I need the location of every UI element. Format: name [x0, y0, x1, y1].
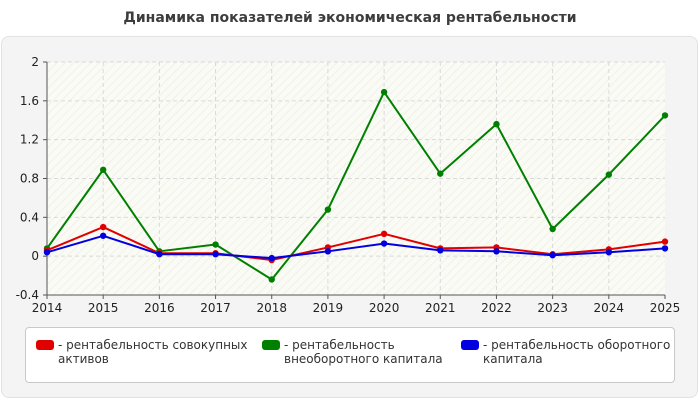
- legend-swatch-red: [36, 340, 54, 350]
- data-point-1: [212, 241, 219, 248]
- data-point-2: [493, 248, 500, 255]
- series-lines: [43, 88, 669, 283]
- legend-swatch-blue: [461, 340, 479, 350]
- data-point-2: [268, 254, 275, 262]
- legend-label-line: активов: [58, 352, 109, 366]
- legend-item-total-assets: - рентабельность совокупных активов: [36, 338, 248, 366]
- data-point-1: [605, 171, 613, 178]
- chart-title: Динамика показателей экономическая рента…: [123, 10, 577, 26]
- legend-label-line: - рентабельность совокупных: [58, 338, 248, 352]
- y-tick-label: 0.8: [20, 172, 39, 186]
- x-tick-label: 2014: [32, 301, 63, 315]
- data-point-1: [493, 120, 500, 128]
- data-point-2: [437, 247, 444, 254]
- legend: - рентабельность совокупных активов - ре…: [25, 327, 675, 383]
- series-line-0: [46, 226, 666, 262]
- x-tick-label: 2024: [594, 301, 625, 315]
- data-point-2: [99, 232, 107, 239]
- data-point-1: [268, 276, 275, 283]
- y-tick-label: 1.2: [20, 133, 39, 147]
- data-point-2: [43, 249, 51, 256]
- legend-label-line: - рентабельность оборотного: [483, 338, 671, 352]
- data-point-0: [661, 238, 669, 245]
- data-point-1: [661, 112, 669, 119]
- data-point-1: [99, 166, 107, 173]
- legend-label-line: капитала: [483, 352, 543, 366]
- legend-item-non-current-capital: - рентабельность внеоборотного капитала: [262, 338, 443, 366]
- data-point-1: [437, 170, 444, 177]
- series-line-2: [46, 234, 666, 260]
- grid-lines: [47, 61, 665, 295]
- data-point-1: [324, 206, 332, 213]
- series-line-1: [46, 91, 666, 281]
- x-tick-label: 2021: [425, 301, 456, 315]
- y-tick-label: 1.6: [20, 94, 39, 108]
- data-point-1: [549, 225, 556, 233]
- x-tick-label: 2018: [256, 301, 287, 315]
- legend-label-line: - рентабельность: [284, 338, 395, 352]
- legend-label-line: внеоборотного капитала: [284, 352, 443, 366]
- x-tick-label: 2015: [88, 301, 119, 315]
- y-tick-label: 0.4: [20, 210, 39, 224]
- x-tick-label: 2023: [537, 301, 568, 315]
- data-point-2: [212, 251, 219, 258]
- x-tick-label: 2017: [200, 301, 231, 315]
- data-point-0: [99, 223, 107, 231]
- legend-swatch-green: [262, 340, 280, 350]
- x-tick-label: 2025: [650, 301, 681, 315]
- data-point-1: [380, 88, 388, 96]
- data-point-2: [661, 245, 669, 252]
- x-tick-label: 2020: [369, 301, 400, 315]
- y-tick-label: 2: [31, 55, 39, 69]
- data-point-2: [324, 248, 332, 255]
- x-tick-label: 2022: [481, 301, 512, 315]
- data-point-2: [156, 251, 163, 258]
- x-tick-label: 2016: [144, 301, 175, 315]
- data-point-2: [380, 240, 388, 247]
- legend-item-working-capital: - рентабельность оборотного капитала: [461, 338, 670, 366]
- axes: [43, 61, 666, 299]
- x-tick-label: 2019: [313, 301, 344, 315]
- y-tick-label: -0.4: [16, 288, 39, 302]
- y-tick-label: 0: [31, 249, 39, 263]
- data-point-2: [549, 251, 556, 259]
- data-point-0: [380, 230, 388, 238]
- data-point-2: [605, 249, 613, 256]
